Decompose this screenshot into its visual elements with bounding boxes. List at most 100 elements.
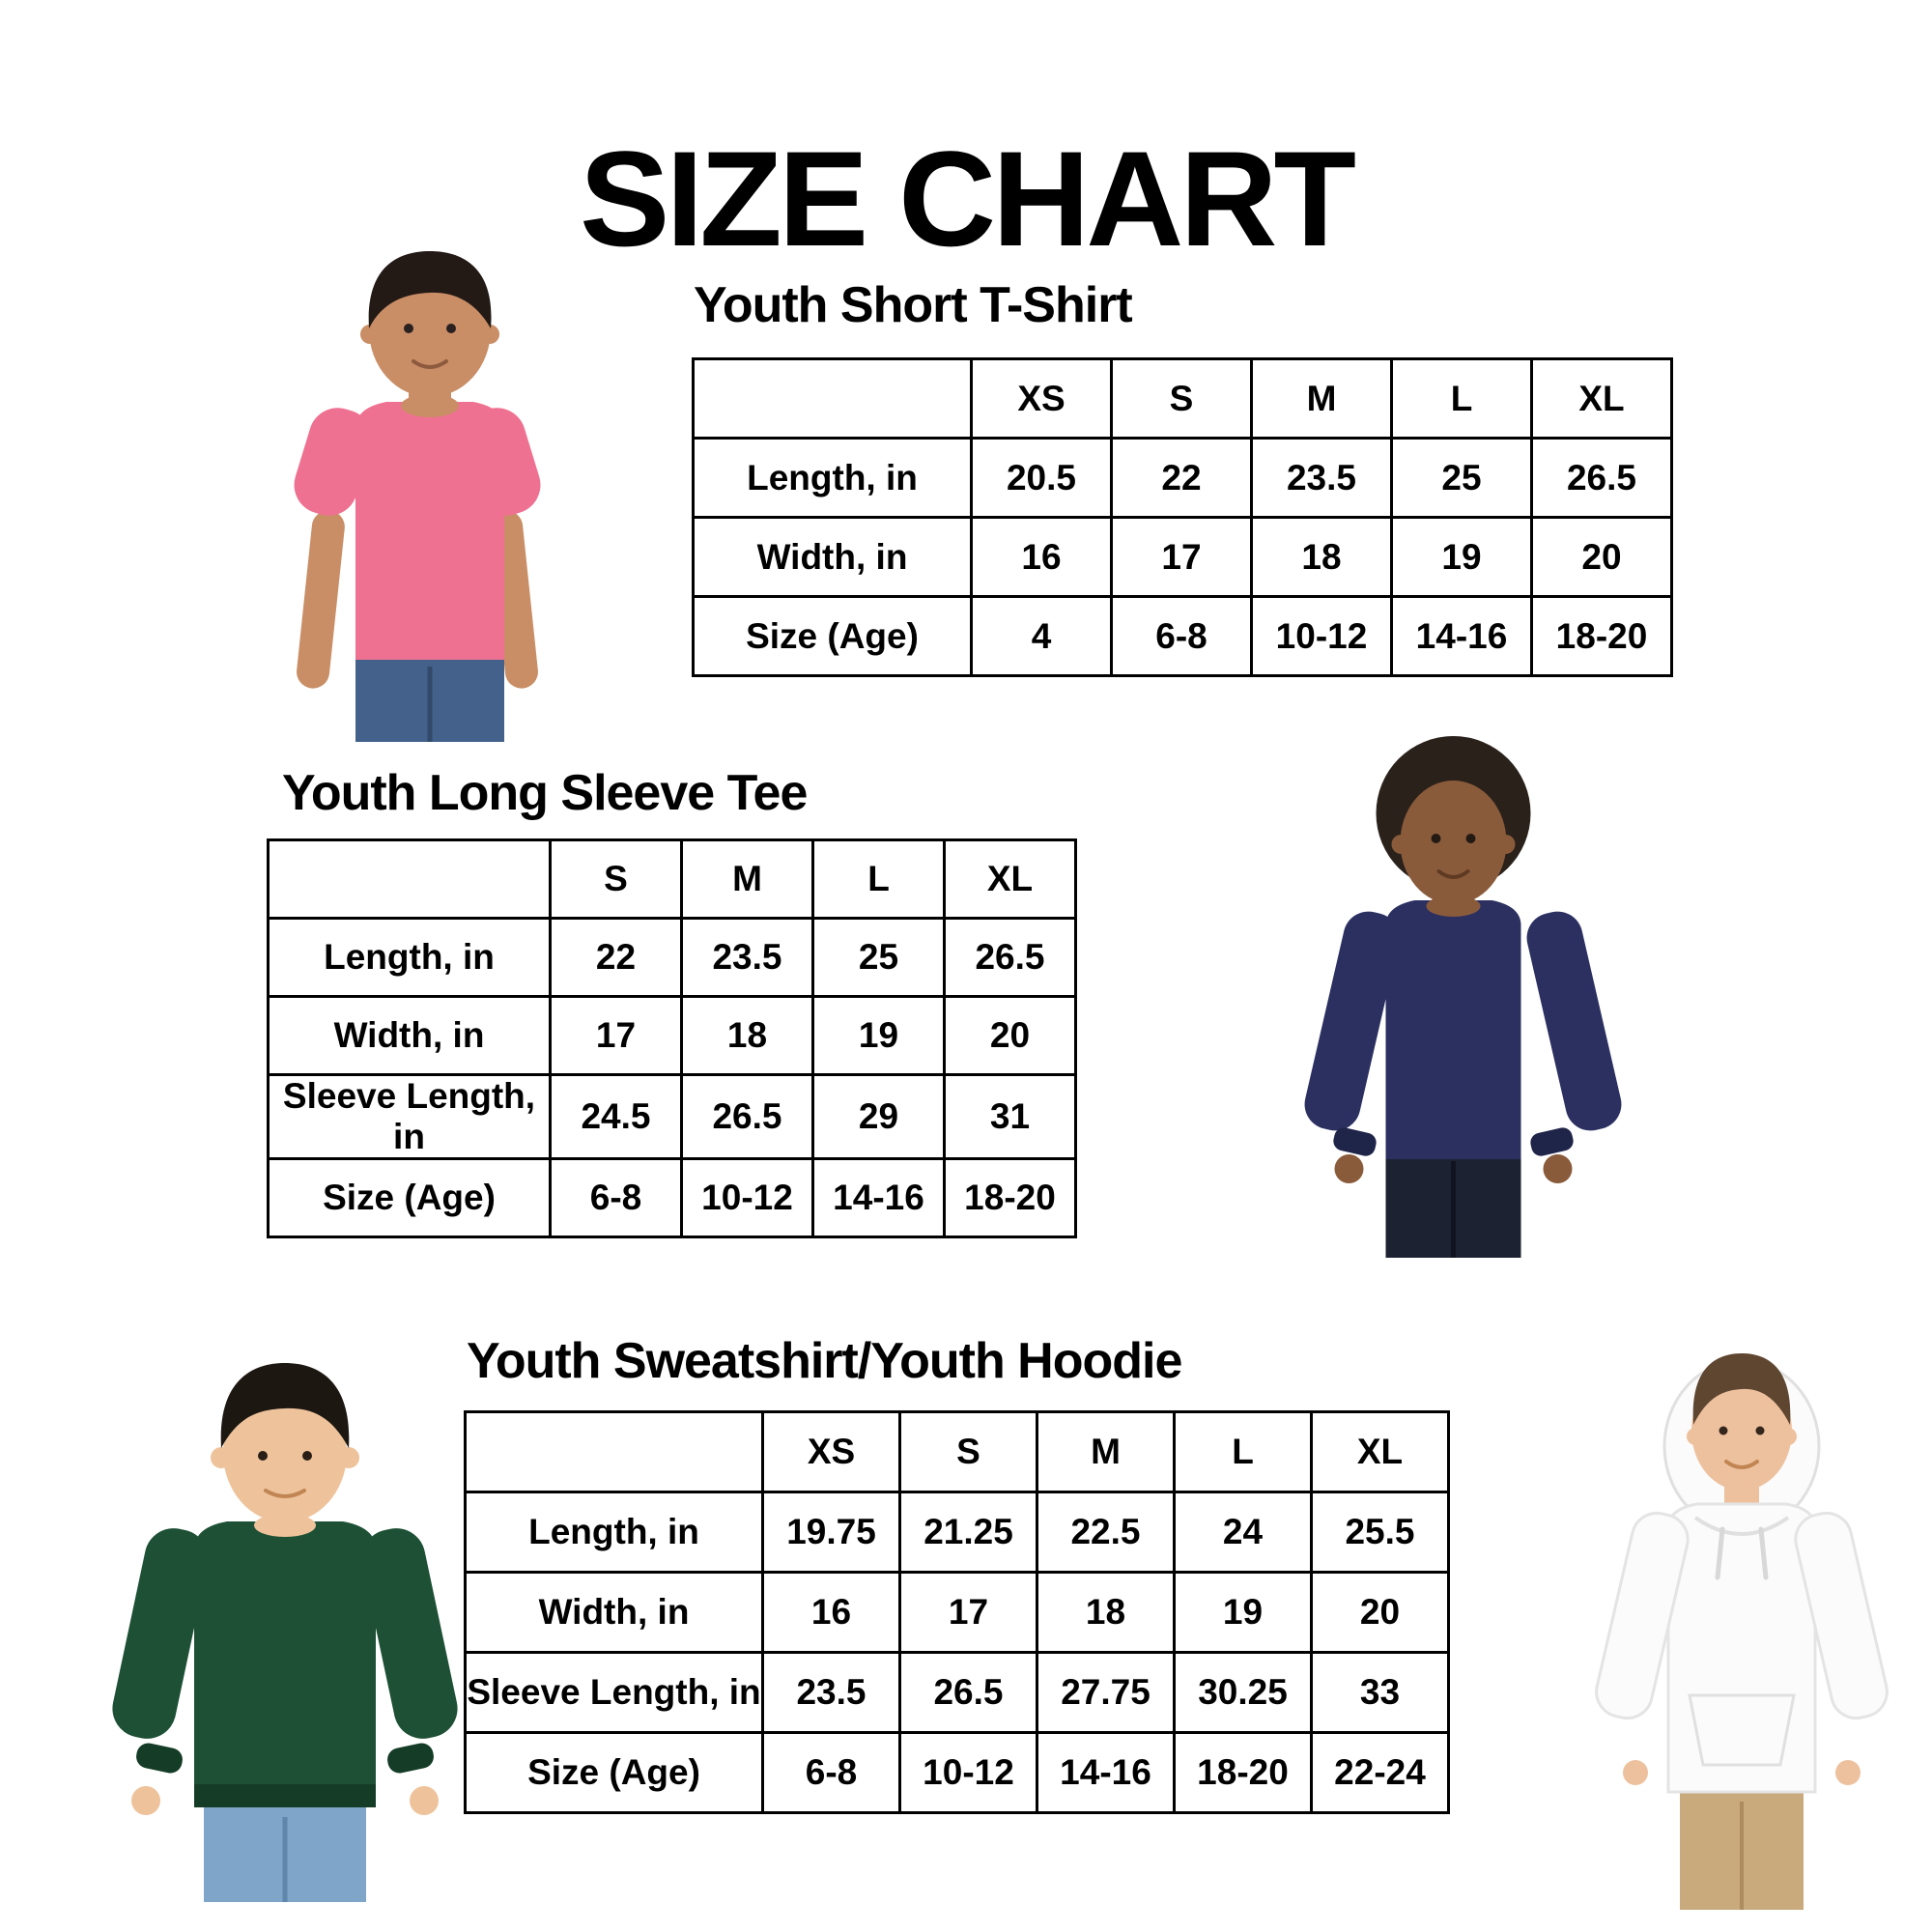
tee-right-sleeve bbox=[1526, 911, 1622, 1131]
column-header: S bbox=[549, 838, 683, 920]
size-value: 10-12 bbox=[1250, 595, 1393, 677]
hair-shape bbox=[220, 1363, 350, 1448]
size-table-youth-short-tshirt: XS S M L XL Length, in 20.5 22 23.5 25 2… bbox=[692, 357, 1673, 677]
size-value: 31 bbox=[943, 1073, 1077, 1160]
right-eye bbox=[1755, 1426, 1765, 1435]
right-eye bbox=[1465, 834, 1476, 843]
column-header: XS bbox=[970, 357, 1113, 440]
size-value: 26.5 bbox=[1530, 437, 1673, 519]
size-value: 26.5 bbox=[898, 1651, 1038, 1734]
corner-cell bbox=[464, 1410, 764, 1493]
row-label: Length, in bbox=[692, 437, 973, 519]
tshirt-right-sleeve bbox=[462, 408, 541, 516]
size-value: 22.5 bbox=[1036, 1491, 1176, 1574]
size-value: 10-12 bbox=[680, 1157, 814, 1238]
size-value: 18 bbox=[1036, 1571, 1176, 1654]
size-value: 4 bbox=[970, 595, 1113, 677]
table-row: Width, in 17 18 19 20 bbox=[267, 995, 1077, 1076]
size-value: 21.25 bbox=[898, 1491, 1038, 1574]
corner-cell bbox=[692, 357, 973, 440]
right-cuff bbox=[1530, 1127, 1574, 1156]
row-label: Length, in bbox=[267, 917, 552, 998]
column-header: M bbox=[680, 838, 814, 920]
tee-body-shape bbox=[1385, 900, 1521, 1159]
size-value: 14-16 bbox=[811, 1157, 946, 1238]
mouth bbox=[412, 359, 448, 369]
right-eye bbox=[446, 324, 456, 333]
left-hand-shape bbox=[131, 1786, 160, 1815]
row-label: Width, in bbox=[464, 1571, 764, 1654]
section-title-youth-short-tshirt: Youth Short T-Shirt bbox=[694, 277, 1133, 333]
size-value: 6-8 bbox=[1110, 595, 1253, 677]
size-value: 20 bbox=[943, 995, 1077, 1076]
row-label: Width, in bbox=[692, 516, 973, 598]
right-cuff bbox=[387, 1743, 434, 1774]
size-value: 17 bbox=[898, 1571, 1038, 1654]
sweatshirt-right-sleeve bbox=[361, 1528, 458, 1739]
left-eye bbox=[1719, 1426, 1728, 1435]
size-value: 19 bbox=[811, 995, 946, 1076]
size-value: 19 bbox=[1390, 516, 1533, 598]
corner-cell bbox=[267, 838, 552, 920]
size-value: 20.5 bbox=[970, 437, 1113, 519]
size-value: 19.75 bbox=[761, 1491, 901, 1574]
size-value: 18 bbox=[680, 995, 814, 1076]
right-hand-shape bbox=[410, 1786, 439, 1815]
face-shape bbox=[1400, 781, 1507, 904]
column-header: XL bbox=[943, 838, 1077, 920]
size-value: 26.5 bbox=[943, 917, 1077, 998]
size-value: 29 bbox=[811, 1073, 946, 1160]
table-row: Size (Age) 4 6-8 10-12 14-16 18-20 bbox=[692, 595, 1673, 677]
hood-opening-line bbox=[1693, 1516, 1790, 1536]
column-header: L bbox=[1390, 357, 1533, 440]
column-header: M bbox=[1250, 357, 1393, 440]
table-row: Length, in 22 23.5 25 26.5 bbox=[267, 917, 1077, 998]
size-value: 10-12 bbox=[898, 1731, 1038, 1814]
size-value: 26.5 bbox=[680, 1073, 814, 1160]
photo-youth-short-tshirt-model bbox=[294, 251, 541, 742]
size-value: 6-8 bbox=[549, 1157, 683, 1238]
hair-shape bbox=[368, 251, 492, 328]
table-row: Length, in 19.75 21.25 22.5 24 25.5 bbox=[464, 1491, 1450, 1574]
size-value: 16 bbox=[761, 1571, 901, 1654]
column-header: L bbox=[811, 838, 946, 920]
size-value: 24.5 bbox=[549, 1073, 683, 1160]
size-table-youth-sweatshirt-hoodie: XS S M L XL Length, in 19.75 21.25 22.5 … bbox=[464, 1410, 1450, 1814]
left-hand-shape bbox=[1334, 1154, 1364, 1183]
hoodie-left-sleeve bbox=[1595, 1511, 1690, 1720]
column-header: S bbox=[898, 1410, 1038, 1493]
size-value: 25 bbox=[811, 917, 946, 998]
size-value: 22 bbox=[549, 917, 683, 998]
section-title-youth-long-sleeve-tee: Youth Long Sleeve Tee bbox=[282, 765, 808, 821]
collar-shape bbox=[401, 394, 459, 417]
size-value: 18-20 bbox=[943, 1157, 1077, 1238]
table-row: Width, in 16 17 18 19 20 bbox=[464, 1571, 1450, 1654]
left-eye bbox=[258, 1451, 268, 1461]
right-hand-shape bbox=[1835, 1760, 1861, 1785]
size-value: 25.5 bbox=[1310, 1491, 1450, 1574]
column-header: XS bbox=[761, 1410, 901, 1493]
hoodie-right-sleeve bbox=[1794, 1511, 1889, 1720]
photo-youth-long-sleeve-model bbox=[1304, 736, 1622, 1258]
table-row: Sleeve Length, in 24.5 26.5 29 31 bbox=[267, 1073, 1077, 1160]
size-value: 23.5 bbox=[1250, 437, 1393, 519]
size-value: 19 bbox=[1173, 1571, 1313, 1654]
size-table-youth-long-sleeve-tee: S M L XL Length, in 22 23.5 25 26.5 Widt… bbox=[267, 838, 1077, 1238]
right-hand-shape bbox=[1543, 1154, 1573, 1183]
section-title-youth-sweatshirt-hoodie: Youth Sweatshirt/Youth Hoodie bbox=[467, 1333, 1182, 1389]
table-row: Size (Age) 6-8 10-12 14-16 18-20 bbox=[267, 1157, 1077, 1238]
row-label: Size (Age) bbox=[692, 595, 973, 677]
left-drawstring bbox=[1715, 1526, 1725, 1580]
row-label: Width, in bbox=[267, 995, 552, 1076]
size-value: 17 bbox=[1110, 516, 1253, 598]
kangaroo-pocket-shape bbox=[1688, 1693, 1796, 1767]
tee-left-sleeve bbox=[1304, 911, 1400, 1131]
size-value: 18-20 bbox=[1530, 595, 1673, 677]
page-title: SIZE CHART bbox=[580, 122, 1356, 274]
size-value: 6-8 bbox=[761, 1731, 901, 1814]
table-row: Length, in 20.5 22 23.5 25 26.5 bbox=[692, 437, 1673, 519]
header-row: XS S M L XL bbox=[464, 1410, 1450, 1493]
table-row: Sleeve Length, in 23.5 26.5 27.75 30.25 … bbox=[464, 1651, 1450, 1734]
size-value: 20 bbox=[1310, 1571, 1450, 1654]
size-value: 14-16 bbox=[1036, 1731, 1176, 1814]
